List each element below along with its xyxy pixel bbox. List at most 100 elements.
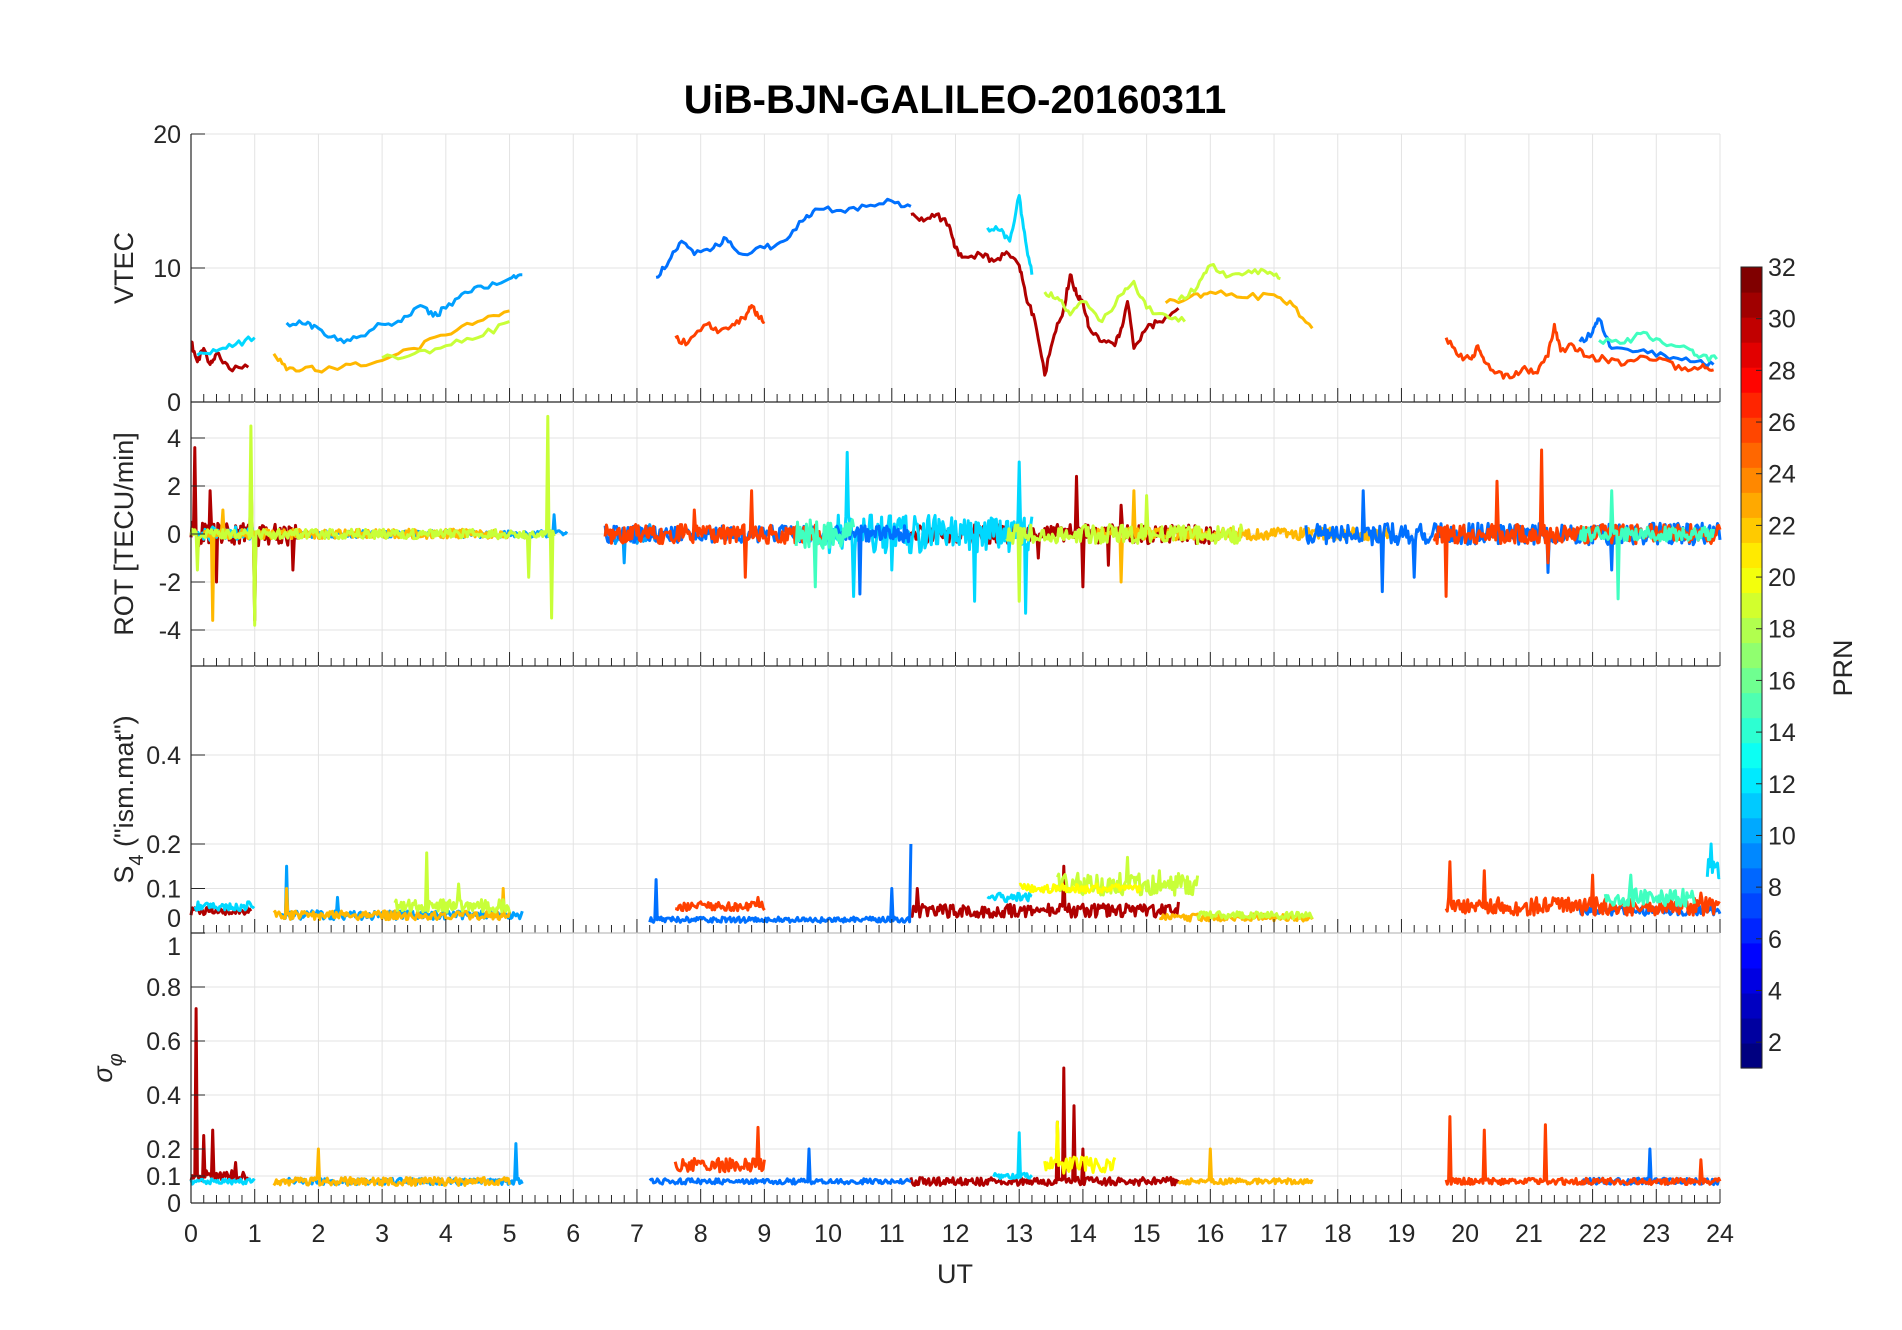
series-line-prn-25 [1444, 322, 1715, 380]
series-line-prn-30 [910, 212, 1180, 377]
series-line-prn-14 [1603, 873, 1696, 908]
x-axis-label: UT [937, 1259, 973, 1289]
colorbar-tick-label: 32 [1768, 254, 1796, 282]
series-line-prn-11 [992, 1131, 1033, 1181]
y-axis-label: VTEC [109, 232, 139, 304]
x-tick-label: 6 [566, 1220, 580, 1248]
series-line-prn-18 [393, 851, 511, 914]
y-tick-label: 0 [167, 521, 181, 549]
colorbar-swatch [1741, 917, 1762, 944]
colorbar-tick-label: 6 [1768, 926, 1782, 954]
series-line-prn-25 [1444, 860, 1721, 917]
x-tick-label: 11 [879, 1220, 905, 1248]
x-tick-label: 8 [694, 1220, 708, 1248]
series-line-prn-25 [673, 1125, 766, 1174]
colorbar-tick-label: 16 [1768, 667, 1796, 695]
panel-3: 00.10.2 0.4 0.6 0.8 1 σφ [88, 932, 1722, 1218]
y-tick-label: 0.1 [146, 1163, 181, 1191]
series-line-prn-8 [603, 524, 912, 596]
series-line-prn-11 [1705, 842, 1721, 880]
x-tick-label: 7 [630, 1220, 644, 1248]
y-axis-label: ROT [TECU/min] [109, 432, 139, 636]
colorbar-tick-label: 28 [1768, 357, 1796, 385]
x-tick-label: 2 [311, 1220, 325, 1248]
x-tick-label: 15 [1133, 1220, 1161, 1248]
series-line-prn-21 [272, 309, 510, 374]
colorbar-swatch [1741, 692, 1762, 719]
colorbar-tick-label: 22 [1768, 512, 1796, 540]
series-line-prn-25 [674, 895, 766, 913]
series-line-prn-21 [272, 1147, 511, 1187]
series-line-prn-11 [193, 900, 256, 913]
colorbar-tick-label: 20 [1768, 564, 1796, 592]
series-line-prn-25 [1444, 1115, 1722, 1187]
y-tick-label: 0.8 [146, 974, 181, 1002]
series-line-prn-21 [272, 887, 511, 922]
x-tick-label: 22 [1579, 1220, 1607, 1248]
x-tick-label: 18 [1324, 1220, 1352, 1248]
colorbar-tick-label: 14 [1768, 719, 1796, 747]
y-axis-label-main: S [109, 866, 139, 884]
colorbar-tick-label: 18 [1768, 616, 1796, 644]
colorbar-swatch [1741, 567, 1762, 594]
colorbar-swatch [1741, 967, 1762, 994]
x-tick-label: 12 [942, 1220, 970, 1248]
y-tick-label: 0.6 [146, 1028, 181, 1056]
series-line-prn-18 [1005, 494, 1244, 603]
y-tick-label: 0 [167, 389, 181, 417]
series-line-prn-18 [381, 320, 510, 361]
x-tick-label: 9 [757, 1220, 771, 1248]
colorbar-label: PRN [1828, 639, 1858, 696]
x-tick-label: 24 [1706, 1220, 1734, 1248]
y-tick-label: 0.2 [146, 831, 181, 859]
colorbar-swatch [1741, 292, 1762, 318]
y-tick-label: -4 [159, 617, 181, 645]
series-line-prn-18 [1177, 263, 1281, 302]
series-line-prn-30 [190, 340, 250, 373]
series-line-prn-18 [189, 414, 556, 627]
colorbar-tick-label: 30 [1768, 306, 1796, 334]
y-axis-label-main: VTEC [109, 232, 139, 304]
y-tick-label: -2 [159, 569, 181, 597]
series-line-prn-8 [655, 197, 912, 279]
colorbar-swatch [1741, 892, 1762, 919]
panel-1: -4 -2 0 2 4 ROT [TECU/min] [109, 402, 1722, 667]
colorbar-swatch [1741, 1042, 1762, 1069]
series-line-prn-11 [196, 335, 256, 357]
series-line-prn-18 [1196, 910, 1314, 921]
series-line-prn-25 [603, 489, 830, 579]
x-tick-label: 0 [184, 1220, 198, 1248]
y-tick-label: 20 [153, 121, 181, 149]
colorbar-swatch [1741, 942, 1762, 969]
colorbar-tick-label: 10 [1768, 822, 1796, 850]
y-tick-label: 0.1 [146, 876, 181, 904]
colorbar-swatch [1741, 817, 1762, 844]
series-line-prn-30 [909, 1066, 1180, 1187]
colorbar-tick-label: 8 [1768, 874, 1782, 902]
colorbar-swatch [1741, 317, 1762, 343]
colorbar-swatch [1741, 592, 1762, 619]
colorbar-swatch [1741, 842, 1762, 869]
series-line-prn-30 [189, 1007, 250, 1183]
series-line-prn-19 [1043, 1120, 1117, 1175]
colorbar-swatch [1741, 1017, 1762, 1044]
y-axis-label-subscript: 4 [126, 855, 148, 866]
x-tick-label: 3 [375, 1220, 389, 1248]
colorbar-tick-label: 2 [1768, 1029, 1782, 1057]
y-tick-label: 0 [167, 1190, 181, 1218]
x-tick-label: 19 [1388, 1220, 1416, 1248]
y-tick-label: 1 [167, 933, 181, 961]
colorbar-swatch [1741, 667, 1762, 694]
y-tick-label: 0.4 [146, 742, 181, 770]
colorbar-swatch [1741, 767, 1762, 794]
colorbar-border [1740, 266, 1763, 1069]
x-tick-label: 13 [1005, 1220, 1033, 1248]
y-tick-label: 0.4 [146, 1082, 181, 1110]
series-line-prn-11 [986, 194, 1034, 275]
y-axis-label: S4 ("ism.mat") [109, 715, 148, 883]
colorbar-swatch [1741, 342, 1762, 368]
series-line-prn-14 [1598, 330, 1718, 363]
y-tick-label: 0.2 [146, 1136, 181, 1164]
